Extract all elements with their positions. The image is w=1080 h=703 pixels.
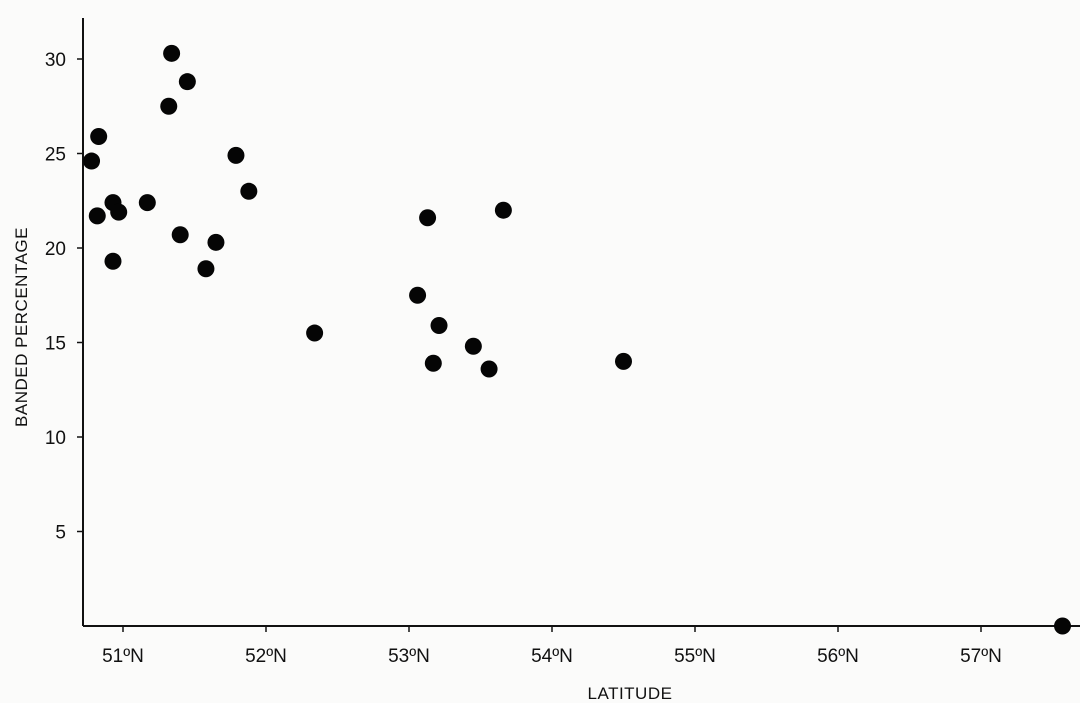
x-tick-label: 53ºN	[388, 646, 430, 667]
data-point	[464, 337, 482, 355]
y-tick-label: 10	[45, 428, 66, 449]
data-point	[419, 209, 437, 227]
data-point	[615, 352, 632, 370]
y-tick-label: 15	[45, 334, 66, 355]
data-point	[430, 316, 448, 334]
y-tick-label: 25	[45, 145, 66, 166]
x-tick-label: 54ºN	[531, 646, 573, 667]
x-axis-title: LATITUDE	[588, 684, 673, 703]
data-point	[178, 73, 196, 91]
data-point	[306, 324, 324, 342]
data-point	[240, 182, 258, 200]
data-point	[88, 207, 106, 225]
data-point	[90, 127, 108, 145]
y-axis-title: BANDED PERCENTAGE	[12, 227, 31, 427]
y-tick-label: 5	[55, 523, 66, 544]
data-point	[160, 97, 178, 115]
data-point	[83, 152, 101, 170]
y-tick-label: 30	[45, 50, 66, 71]
data-point	[424, 354, 442, 372]
y-axis-ticks: 5 10 15 20 25 30	[45, 50, 83, 544]
x-tick-label: 57ºN	[960, 646, 1002, 667]
x-axis-ticks: 51ºN 52ºN 53ºN 54ºN 55ºN 56ºN 57ºN	[102, 626, 1002, 667]
data-point	[197, 260, 215, 278]
data-point	[110, 203, 128, 221]
data-point	[171, 226, 189, 244]
x-tick-label: 52ºN	[245, 646, 287, 667]
data-point	[104, 252, 122, 270]
data-points	[83, 44, 1072, 635]
data-point	[138, 194, 156, 212]
data-point	[227, 146, 245, 164]
data-point	[480, 360, 498, 378]
data-point	[1054, 617, 1072, 635]
data-point	[163, 44, 181, 62]
y-tick-label: 20	[45, 239, 66, 260]
data-point	[409, 286, 427, 304]
x-tick-label: 56ºN	[817, 646, 859, 667]
data-point	[207, 233, 225, 251]
x-tick-label: 55ºN	[674, 646, 716, 667]
x-tick-label: 51ºN	[102, 646, 144, 667]
data-point	[494, 201, 512, 219]
